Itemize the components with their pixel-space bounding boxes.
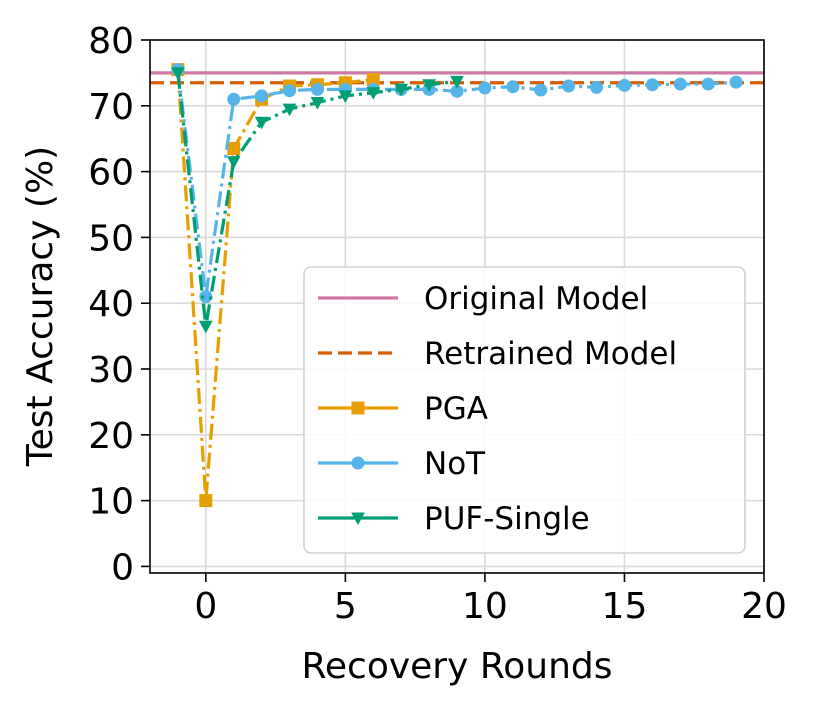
data-point-puf-single (450, 75, 464, 89)
data-point-not (729, 75, 743, 89)
data-point-not (283, 84, 297, 98)
y-tick-label: 20 (88, 416, 134, 457)
x-tick-label: 15 (602, 586, 648, 627)
data-point-puf-single (422, 79, 436, 92)
y-tick-label: 70 (88, 87, 134, 128)
y-tick-label: 10 (88, 482, 134, 523)
data-point-pga (227, 142, 241, 156)
data-point-not (645, 78, 659, 92)
data-point-not (590, 80, 604, 94)
data-point-not (617, 78, 631, 92)
y-axis-ticks: 0 10 20 30 40 50 60 70 80 (88, 21, 150, 588)
data-point-not (450, 84, 464, 98)
y-tick-label: 80 (88, 21, 134, 62)
x-tick-label: 10 (462, 586, 508, 627)
legend-label-retrained-model: Retrained Model (424, 336, 677, 372)
data-point-not (534, 83, 548, 97)
data-point-not (562, 79, 576, 93)
x-axis-label: Recovery Rounds (301, 646, 612, 687)
legend: Original Model Retrained Model PGA NoT PUF-S… (303, 266, 746, 554)
data-point-not (255, 89, 269, 103)
y-tick-label: 30 (88, 350, 134, 391)
legend-marker-not (351, 456, 365, 470)
y-tick-label: 50 (88, 218, 134, 259)
legend-label-original-model: Original Model (424, 281, 648, 317)
legend-box (303, 266, 746, 554)
x-tick-label: 20 (741, 586, 787, 627)
data-point-puf-single (338, 90, 353, 104)
y-tick-label: 0 (111, 547, 134, 588)
data-point-not (478, 81, 492, 95)
data-point-pga (199, 494, 213, 508)
data-point-not (310, 82, 324, 96)
data-point-not (199, 290, 213, 304)
data-point-puf-single (394, 83, 409, 97)
data-point-not (227, 92, 241, 106)
data-point-puf-single (171, 67, 185, 81)
legend-label-pga: PGA (424, 391, 488, 427)
x-tick-label: 5 (334, 586, 357, 627)
data-point-puf-single (366, 87, 381, 100)
legend-label-not: NoT (424, 446, 486, 482)
x-axis-ticks: 0 5 10 15 20 (194, 573, 787, 627)
y-tick-label: 60 (88, 153, 134, 194)
y-tick-label: 40 (88, 284, 134, 325)
data-point-not (506, 80, 520, 94)
data-point-puf-single (310, 96, 325, 110)
y-axis-label: Test Accuracy (%) (20, 146, 61, 467)
data-point-puf-single (282, 103, 297, 117)
legend-marker-puf-single (351, 512, 365, 526)
x-tick-label: 0 (194, 586, 217, 627)
data-point-puf-single (254, 116, 269, 130)
data-point-puf-single (226, 156, 241, 169)
plot-frame (149, 39, 765, 574)
series-puf-single (171, 67, 464, 334)
legend-label-puf-single: PUF-Single (424, 501, 590, 537)
data-point-not (701, 77, 715, 91)
legend-marker-pga (351, 401, 365, 415)
series-group (171, 63, 743, 508)
data-point-puf-single (198, 320, 213, 334)
data-point-pga (366, 72, 380, 86)
data-point-not (673, 77, 687, 91)
